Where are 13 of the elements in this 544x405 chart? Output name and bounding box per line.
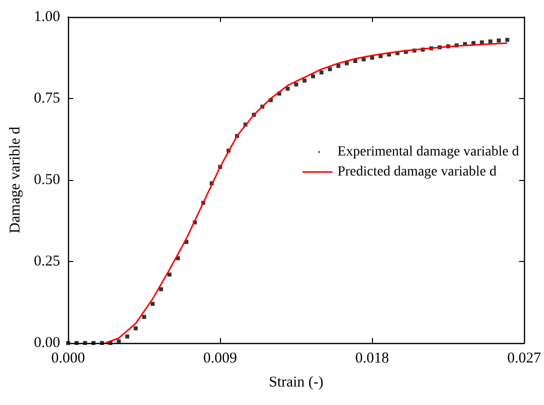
legend-label: Experimental damage variable d	[337, 144, 520, 160]
x-tick-label: 0.018	[355, 350, 390, 366]
y-tick-label: 0.50	[34, 172, 60, 188]
y-tick-label: 0.00	[34, 335, 60, 351]
x-tick-label: 0.000	[51, 350, 86, 366]
x-tick-label: 0.009	[203, 350, 238, 366]
y-axis-title: Damage varible d	[8, 126, 24, 234]
y-tick-label: 0.75	[34, 90, 60, 106]
x-axis-title: Strain (-)	[268, 374, 324, 390]
x-tick-label: 0.027	[507, 350, 542, 366]
y-tick-label: 1.00	[34, 9, 60, 25]
legend-label: Predicted damage variable d	[337, 164, 496, 180]
y-tick-label: 0.25	[34, 254, 60, 270]
